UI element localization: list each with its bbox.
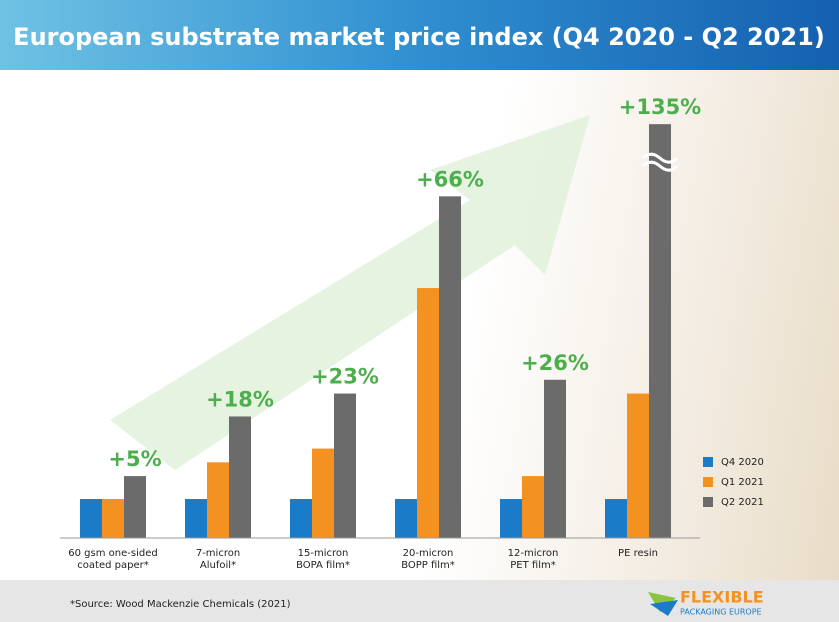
source-note: *Source: Wood Mackenzie Chemicals (2021)	[70, 599, 291, 610]
legend-label: Q4 2020	[721, 457, 764, 468]
bar	[229, 416, 251, 538]
legend-label: Q2 2021	[721, 497, 764, 508]
bar	[207, 462, 229, 538]
legend-swatch	[703, 497, 713, 507]
value-label: +26%	[521, 351, 589, 375]
bar	[500, 499, 522, 538]
x-tick-label: 7-micron Alufoil*	[158, 548, 278, 572]
chart-title: European substrate market price index (Q…	[13, 23, 825, 51]
legend-swatch	[703, 457, 713, 467]
x-tick-label: 12-micron PET film*	[473, 548, 593, 572]
bar	[80, 499, 102, 538]
bar	[185, 499, 207, 538]
bar	[417, 288, 439, 538]
bar	[627, 394, 649, 538]
bar	[312, 449, 334, 538]
bar	[605, 499, 627, 538]
bar	[290, 499, 312, 538]
bar	[544, 380, 566, 538]
bar	[649, 124, 671, 538]
x-tick-label: 15-micron BOPA film*	[263, 548, 383, 572]
x-tick-label: PE resin	[578, 548, 698, 560]
bar	[124, 476, 146, 538]
value-label: +66%	[416, 167, 484, 191]
x-tick-label: 60 gsm one-sided coated paper*	[53, 548, 173, 572]
bar	[439, 196, 461, 538]
bar	[395, 499, 417, 538]
logo-text: FLEXIBLE	[680, 588, 764, 607]
value-label: +18%	[206, 387, 274, 411]
page: European substrate market price index (Q…	[0, 0, 839, 622]
legend-label: Q1 2021	[721, 477, 764, 488]
legend-swatch	[703, 477, 713, 487]
x-tick-label: 20-micron BOPP film*	[368, 548, 488, 572]
value-label: +23%	[311, 365, 379, 389]
bar	[522, 476, 544, 538]
logo-subtext: PACKAGING EUROPE	[680, 608, 762, 617]
value-label: +5%	[108, 447, 161, 471]
bar	[102, 499, 124, 538]
bar	[334, 394, 356, 538]
chart: European substrate market price index (Q…	[0, 0, 839, 622]
value-label: +135%	[619, 95, 701, 119]
